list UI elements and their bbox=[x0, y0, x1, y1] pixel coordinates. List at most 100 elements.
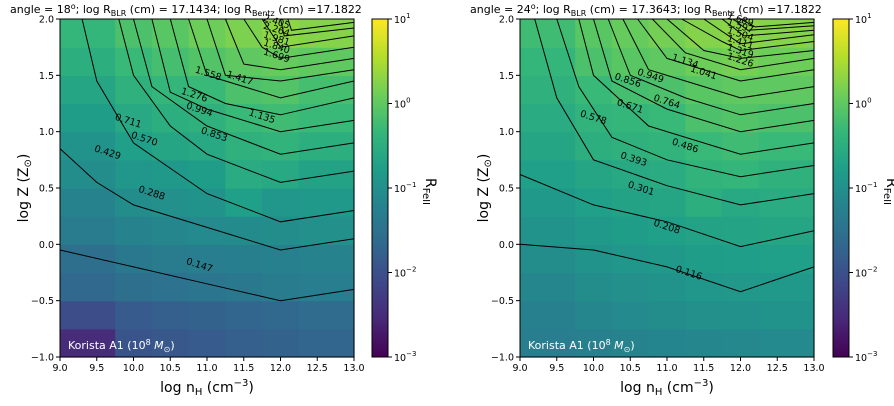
model-annotation: Korista A1 (108 M⊙) bbox=[68, 338, 175, 354]
heatmap-cell bbox=[225, 300, 263, 330]
heatmap-cell bbox=[722, 131, 760, 161]
heatmap-cell bbox=[575, 47, 613, 76]
heatmap-cell bbox=[188, 188, 226, 217]
heatmap-cell bbox=[115, 131, 153, 161]
heatmap-cell bbox=[262, 159, 300, 189]
heatmap-cell bbox=[520, 19, 576, 48]
colorbar-label: RFeII bbox=[881, 178, 894, 205]
heatmap-cell bbox=[575, 272, 613, 302]
heatmap-cell bbox=[115, 188, 153, 217]
heatmap-cell bbox=[151, 328, 190, 358]
x-axis-label: log nH (cm−3) bbox=[160, 378, 254, 398]
x-tick-label: 9.0 bbox=[512, 363, 527, 374]
heatmap-cell bbox=[188, 19, 226, 48]
heatmap-cell bbox=[575, 19, 613, 48]
heatmap-cell bbox=[758, 131, 815, 161]
contour-line bbox=[534, 18, 815, 206]
contour-line bbox=[133, 18, 355, 155]
heatmap-cell bbox=[685, 19, 723, 48]
heatmap-cell bbox=[225, 244, 263, 274]
heatmap-cell bbox=[575, 188, 613, 217]
contour-line bbox=[151, 18, 355, 133]
heatmap-cell bbox=[575, 328, 613, 358]
heatmap-cell bbox=[262, 272, 300, 302]
heatmap-cell bbox=[60, 244, 116, 274]
heatmap-cell bbox=[520, 103, 576, 133]
y-tick-label: −1.0 bbox=[31, 353, 54, 364]
heatmap-cell bbox=[722, 328, 760, 358]
x-tick-label: 10.0 bbox=[583, 363, 604, 374]
heatmap-cell bbox=[262, 300, 300, 330]
heatmap-cell bbox=[60, 131, 116, 161]
heatmap-cell bbox=[151, 131, 190, 161]
y-tick-label: 0.5 bbox=[39, 184, 54, 195]
heatmap-cell bbox=[262, 244, 300, 274]
x-tick-label: 11.0 bbox=[196, 363, 217, 374]
heatmap-cell bbox=[262, 19, 300, 48]
heatmap-cell bbox=[188, 131, 226, 161]
heatmap-cell bbox=[758, 328, 815, 358]
heatmap-cell bbox=[520, 272, 576, 302]
y-tick-label: 2.0 bbox=[39, 15, 54, 26]
heatmap-cell bbox=[225, 75, 263, 105]
heatmap-cell bbox=[520, 188, 576, 217]
heatmap-cell bbox=[611, 47, 650, 76]
heatmap-cell bbox=[188, 328, 226, 358]
heatmap-cell bbox=[151, 19, 190, 48]
heatmap-cell bbox=[115, 328, 153, 358]
x-tick-label: 12.0 bbox=[270, 363, 291, 374]
heatmap-cell bbox=[225, 103, 263, 133]
heatmap-cell bbox=[611, 300, 650, 330]
heatmap-cell bbox=[115, 272, 153, 302]
x-axis: 9.0 9.5 10.0 10.5 11.0 11.5 12.0 12.5 13.0 bbox=[512, 357, 825, 374]
heatmap-cell bbox=[115, 75, 153, 105]
contour-line bbox=[243, 18, 355, 59]
contour-line bbox=[280, 18, 355, 37]
heatmap-cell bbox=[685, 159, 723, 189]
x-tick-label: 13.0 bbox=[803, 363, 824, 374]
heatmap-cell bbox=[611, 328, 650, 358]
contour-line bbox=[519, 243, 815, 293]
heatmap-cell bbox=[115, 300, 153, 330]
heatmap-cell bbox=[298, 131, 355, 161]
heatmap-cell bbox=[611, 188, 650, 217]
heatmap-cell bbox=[758, 188, 815, 217]
heatmap-cell bbox=[115, 216, 153, 245]
contour-line bbox=[578, 18, 815, 155]
colorbar-tick-label: 10−3 bbox=[855, 350, 877, 364]
heatmap-cell bbox=[685, 328, 723, 358]
x-tick-label: 9.5 bbox=[549, 363, 564, 374]
y-tick-label: −1.0 bbox=[491, 353, 514, 364]
heatmap-cell bbox=[115, 103, 153, 133]
contour-line bbox=[740, 18, 815, 28]
heatmap-cell bbox=[685, 244, 723, 274]
heatmap-cell bbox=[648, 216, 686, 245]
heatmap-cell bbox=[225, 47, 263, 76]
heatmap-cell bbox=[225, 159, 263, 189]
heatmap-cell bbox=[225, 216, 263, 245]
heatmap-cell bbox=[685, 188, 723, 217]
heatmap-cell bbox=[648, 19, 686, 48]
heatmap-cell bbox=[298, 300, 355, 330]
heatmap-cell bbox=[648, 272, 686, 302]
colorbar-tick-label: 100 bbox=[394, 97, 411, 111]
heatmap-cell bbox=[60, 328, 116, 358]
x-tick-label: 12.5 bbox=[767, 363, 788, 374]
y-tick-label: 1.5 bbox=[499, 71, 514, 82]
heatmap-cell bbox=[611, 159, 650, 189]
heatmap-cell bbox=[298, 75, 355, 105]
colorbar-tick-label: 10−1 bbox=[394, 181, 416, 195]
contour-line bbox=[681, 18, 815, 52]
heatmap-cell bbox=[685, 272, 723, 302]
contour-line bbox=[556, 18, 815, 178]
contour-line bbox=[607, 18, 815, 116]
heatmap-cell bbox=[648, 300, 686, 330]
heatmap-cell bbox=[758, 300, 815, 330]
heatmap-cell bbox=[758, 159, 815, 189]
heatmap-cell bbox=[151, 75, 190, 105]
heatmap-cell bbox=[611, 103, 650, 133]
x-tick-label: 11.0 bbox=[656, 363, 677, 374]
colorbar-tick-label: 10−3 bbox=[394, 350, 416, 364]
